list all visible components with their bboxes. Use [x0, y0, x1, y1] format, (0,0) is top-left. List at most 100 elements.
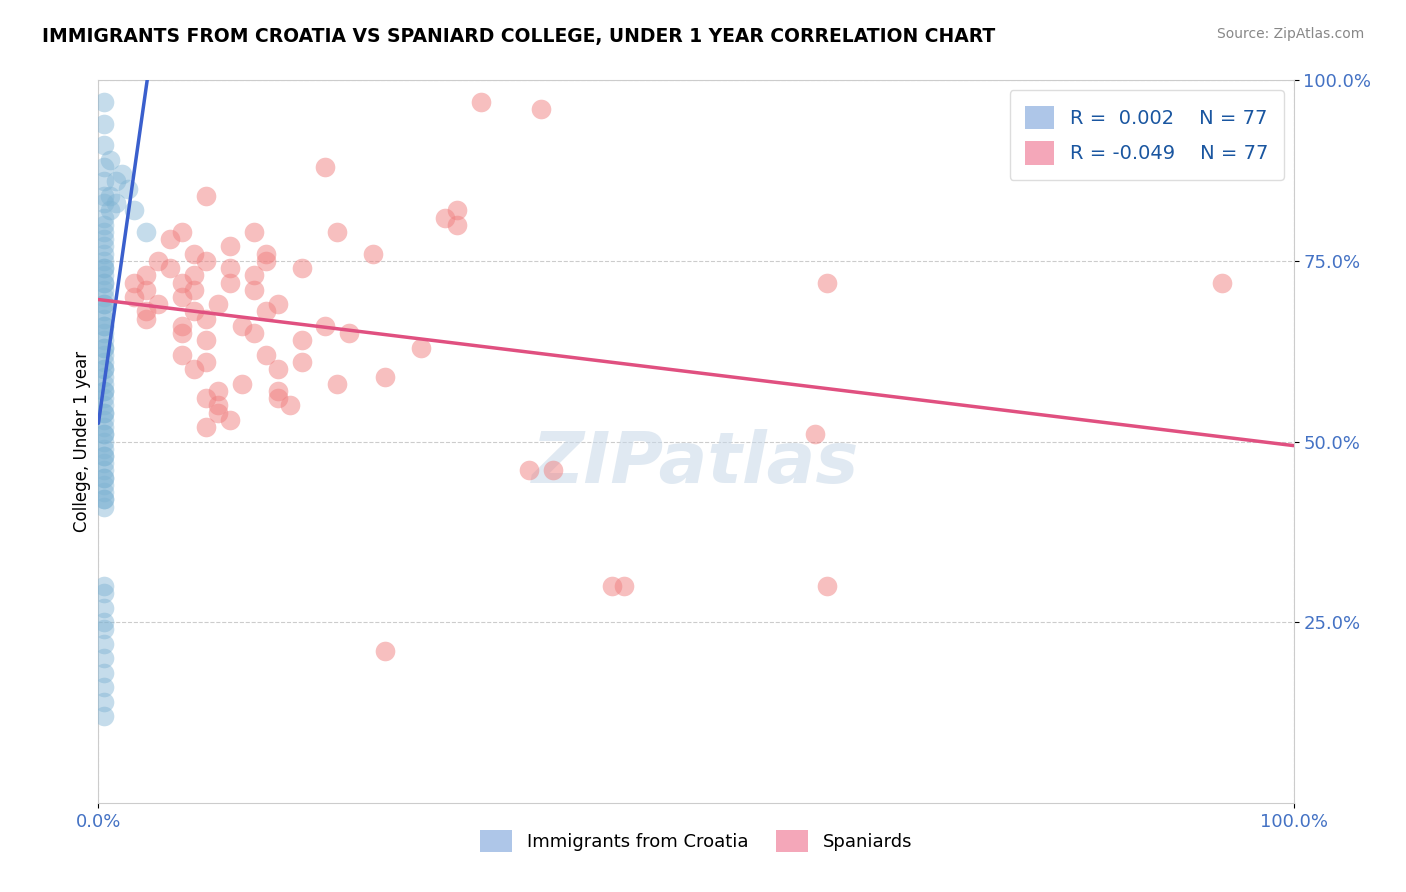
- Point: [93, 232, 115, 246]
- Point: [93, 174, 115, 188]
- Point: [93, 138, 115, 153]
- Point: [93, 117, 115, 131]
- Point: [254, 253, 277, 268]
- Point: [93, 665, 115, 680]
- Point: [93, 341, 115, 355]
- Point: [159, 261, 181, 276]
- Point: [1211, 276, 1233, 290]
- Point: [93, 470, 115, 484]
- Point: [541, 463, 564, 477]
- Text: IMMIGRANTS FROM CROATIA VS SPANIARD COLLEGE, UNDER 1 YEAR CORRELATION CHART: IMMIGRANTS FROM CROATIA VS SPANIARD COLL…: [42, 27, 995, 45]
- Point: [93, 600, 115, 615]
- Point: [93, 478, 115, 492]
- Point: [93, 341, 115, 355]
- Point: [446, 218, 468, 232]
- Point: [135, 268, 157, 283]
- Point: [243, 283, 266, 297]
- Point: [93, 376, 115, 391]
- Point: [613, 579, 636, 593]
- Point: [93, 196, 115, 211]
- Point: [98, 189, 122, 203]
- Point: [93, 95, 115, 109]
- Point: [93, 304, 115, 318]
- Point: [93, 311, 115, 326]
- Point: [172, 290, 194, 304]
- Point: [159, 232, 181, 246]
- Point: [93, 680, 115, 694]
- Point: [195, 334, 218, 348]
- Point: [195, 355, 218, 369]
- Point: [291, 355, 314, 369]
- Point: [93, 579, 115, 593]
- Point: [93, 470, 115, 484]
- Point: [93, 297, 115, 311]
- Point: [93, 334, 115, 348]
- Point: [93, 420, 115, 434]
- Point: [93, 442, 115, 456]
- Point: [98, 153, 122, 167]
- Point: [183, 268, 205, 283]
- Point: [124, 290, 146, 304]
- Point: [804, 427, 827, 442]
- Point: [93, 283, 115, 297]
- Point: [172, 318, 194, 333]
- Point: [93, 384, 115, 398]
- Point: [93, 695, 115, 709]
- Point: [93, 276, 115, 290]
- Point: [446, 203, 468, 218]
- Point: [315, 318, 337, 333]
- Point: [339, 326, 361, 340]
- Point: [93, 709, 115, 723]
- Point: [815, 579, 838, 593]
- Point: [243, 268, 266, 283]
- Point: [93, 239, 115, 253]
- Point: [93, 362, 115, 376]
- Point: [267, 297, 290, 311]
- Point: [135, 225, 157, 239]
- Point: [93, 384, 115, 398]
- Point: [602, 579, 624, 593]
- Point: [219, 413, 242, 427]
- Point: [148, 253, 170, 268]
- Point: [172, 225, 194, 239]
- Point: [93, 427, 115, 442]
- Point: [93, 427, 115, 442]
- Point: [183, 362, 205, 376]
- Point: [267, 391, 290, 405]
- Legend: Immigrants from Croatia, Spaniards: Immigrants from Croatia, Spaniards: [472, 822, 920, 859]
- Point: [219, 261, 242, 276]
- Point: [183, 283, 205, 297]
- Text: ZIPatlas: ZIPatlas: [533, 429, 859, 498]
- Point: [105, 196, 128, 211]
- Point: [93, 492, 115, 507]
- Point: [93, 492, 115, 507]
- Point: [93, 391, 115, 405]
- Y-axis label: College, Under 1 year: College, Under 1 year: [73, 351, 91, 533]
- Point: [93, 261, 115, 276]
- Point: [93, 246, 115, 260]
- Point: [207, 406, 229, 420]
- Point: [195, 391, 218, 405]
- Point: [93, 362, 115, 376]
- Point: [326, 225, 349, 239]
- Point: [231, 318, 253, 333]
- Point: [183, 246, 205, 260]
- Point: [815, 276, 838, 290]
- Point: [374, 644, 396, 658]
- Point: [231, 376, 253, 391]
- Point: [93, 160, 115, 174]
- Point: [530, 102, 553, 116]
- Point: [93, 623, 115, 637]
- Point: [517, 463, 540, 477]
- Point: [374, 369, 396, 384]
- Point: [93, 449, 115, 463]
- Point: [105, 174, 128, 188]
- Point: [363, 246, 385, 260]
- Point: [93, 290, 115, 304]
- Point: [172, 348, 194, 362]
- Point: [291, 261, 314, 276]
- Point: [93, 318, 115, 333]
- Point: [219, 239, 242, 253]
- Point: [93, 211, 115, 225]
- Point: [219, 276, 242, 290]
